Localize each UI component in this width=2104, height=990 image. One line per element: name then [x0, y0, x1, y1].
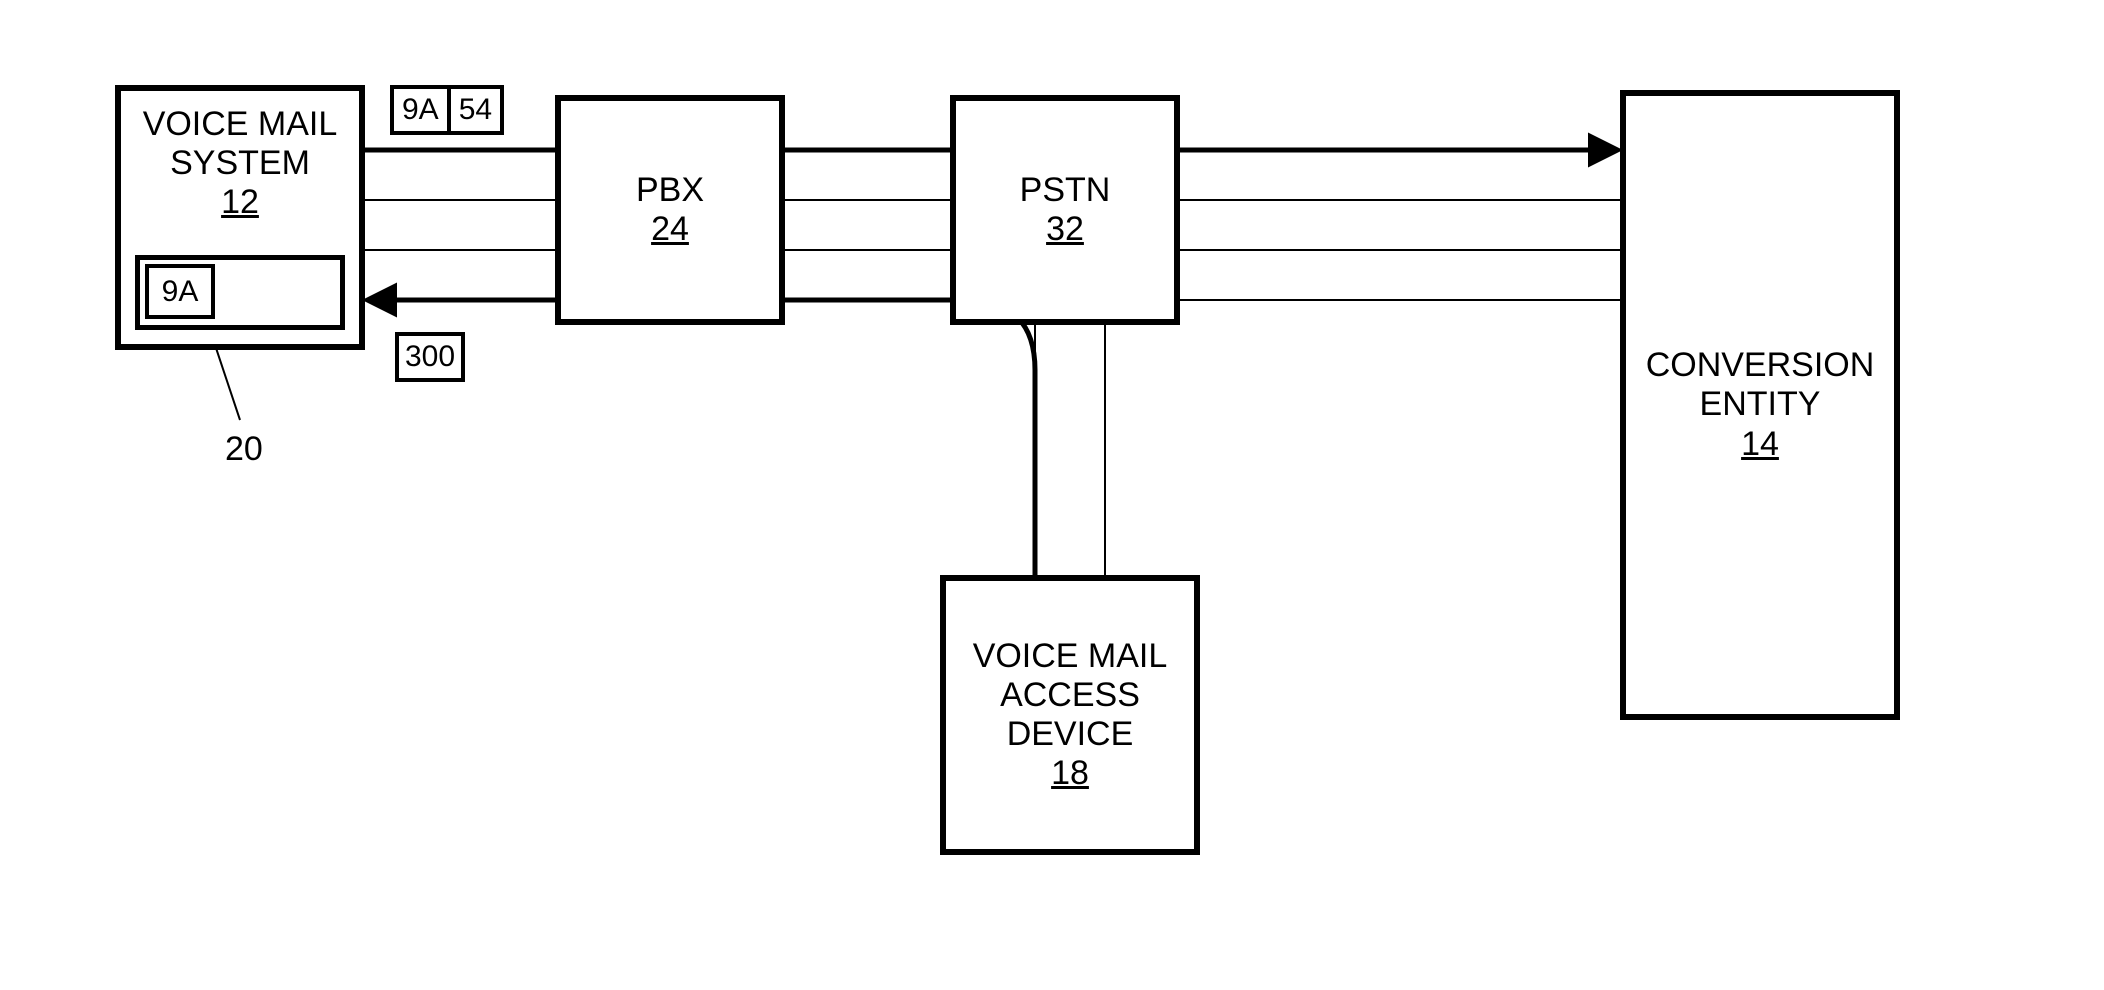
vms-inner-badge: 9A: [145, 264, 215, 319]
pstn-title: PSTN: [1020, 171, 1111, 210]
vms-inner-badge-text: 9A: [162, 275, 199, 309]
pbx-ref: 24: [651, 210, 689, 249]
pbx-block: PBX 24: [555, 95, 785, 325]
vms-title-2: SYSTEM: [170, 144, 310, 183]
vms-ref: 12: [221, 183, 259, 222]
badge-300: 300: [395, 332, 465, 382]
voice-mail-access-device-block: VOICE MAIL ACCESS DEVICE 18: [940, 575, 1200, 855]
callout-20: 20: [225, 430, 263, 469]
pstn-block: PSTN 32: [950, 95, 1180, 325]
vmad-title-1: VOICE MAIL: [973, 637, 1168, 676]
vmad-title-3: DEVICE: [1007, 715, 1134, 754]
pstn-ref: 32: [1046, 210, 1084, 249]
vmad-ref: 18: [1051, 754, 1089, 793]
pbx-title: PBX: [636, 171, 704, 210]
conv-title-2: ENTITY: [1700, 385, 1821, 424]
badge-9a: 9A: [390, 85, 451, 135]
badge-54: 54: [451, 85, 504, 135]
vmad-title-2: ACCESS: [1000, 676, 1140, 715]
vms-title-1: VOICE MAIL: [143, 105, 338, 144]
conversion-entity-block: CONVERSION ENTITY 14: [1620, 90, 1900, 720]
badge-9a-54: 9A 54: [390, 85, 504, 135]
conv-title-1: CONVERSION: [1646, 346, 1875, 385]
diagram-canvas: VOICE MAIL SYSTEM 12 9A PBX 24 PSTN 32 C…: [0, 0, 2104, 990]
conv-ref: 14: [1741, 425, 1779, 464]
